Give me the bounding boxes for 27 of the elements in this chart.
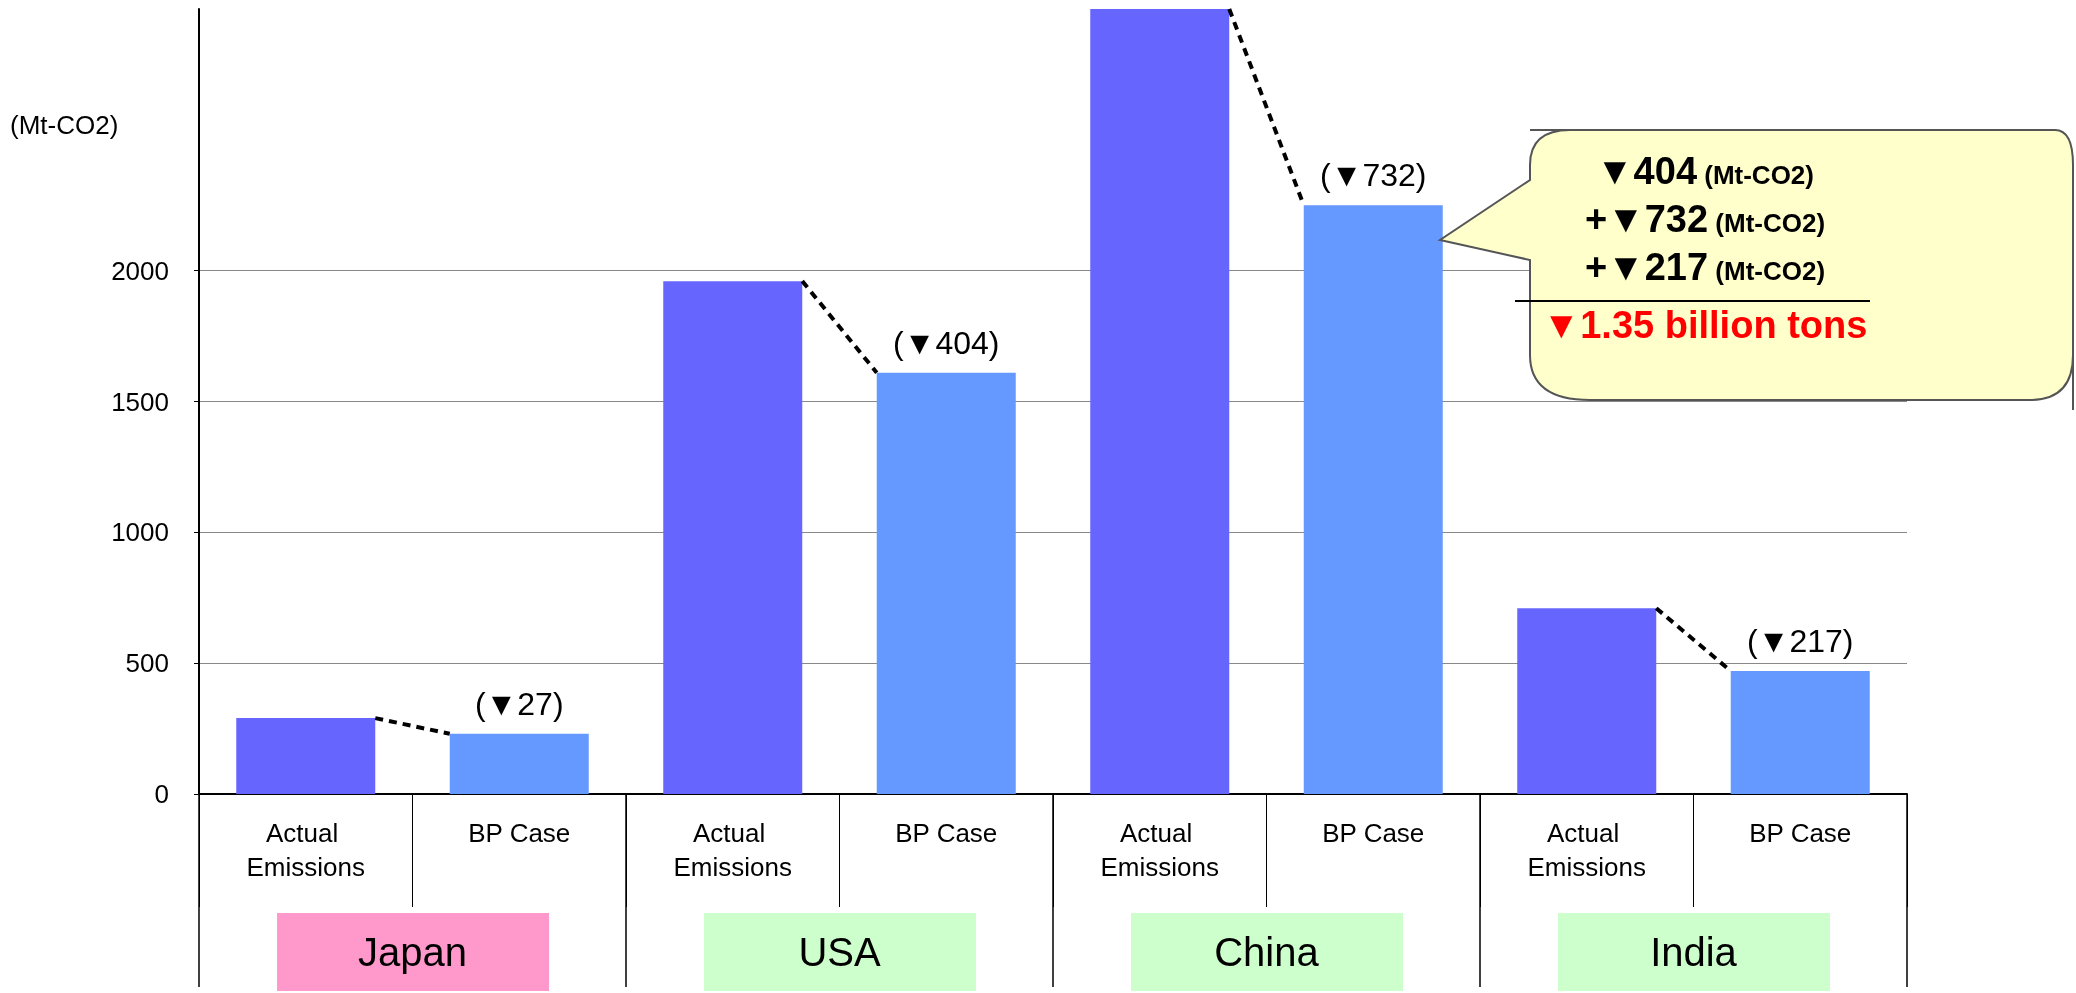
x-tick-label: Actual Emissions	[1527, 818, 1646, 882]
y-axis-title: (Mt-CO2)	[1703, 160, 1814, 190]
x-tick-label: BP Case	[1749, 818, 1852, 848]
text: USA	[703, 913, 976, 991]
annotation: +▼732 (Mt-CO2)	[1584, 198, 1826, 240]
text: India	[1557, 913, 1830, 991]
x-tick-label: BP Case	[1322, 818, 1425, 848]
annotation: +▼217 (Mt-CO2)	[1584, 246, 1826, 288]
y-tick-label: 500	[125, 648, 169, 679]
text: Japan	[276, 913, 549, 991]
annotation: (▼404)	[892, 324, 1001, 362]
annotation: (▼27)	[473, 685, 565, 723]
annotation: (▼217)	[1746, 623, 1855, 661]
y-tick-label: 2000	[111, 255, 169, 286]
x-tick-label: BP Case	[468, 818, 571, 848]
y-tick-label: 1000	[111, 517, 169, 548]
x-tick-label: Actual Emissions	[246, 818, 365, 882]
y-tick-label: 1500	[111, 386, 169, 417]
x-tick-label: Actual Emissions	[1100, 818, 1219, 882]
annotation: (▼732)	[1319, 157, 1428, 195]
text: China	[1130, 913, 1403, 991]
x-tick-label: BP Case	[895, 818, 998, 848]
x-tick-label: Actual Emissions	[673, 818, 792, 882]
y-tick-label: 0	[154, 779, 169, 809]
text: (Mt-CO2)	[10, 110, 119, 140]
text: ▼404	[1596, 150, 1698, 192]
annotation: ▼1.35 billion tons	[1541, 304, 1869, 347]
